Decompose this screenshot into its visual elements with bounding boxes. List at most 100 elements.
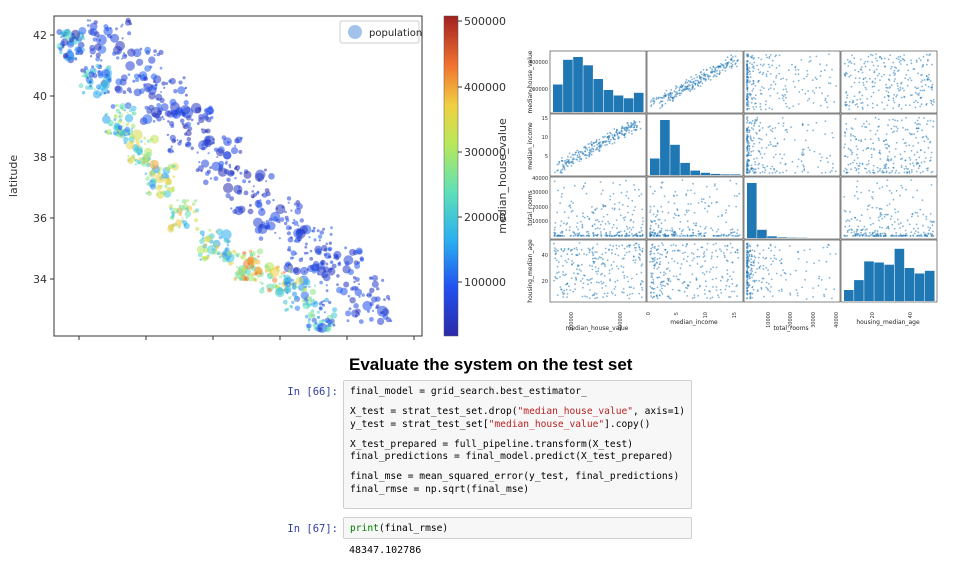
map-point <box>77 41 85 49</box>
map-point <box>150 84 154 88</box>
matrix-point <box>596 219 599 221</box>
map-point <box>293 281 296 284</box>
matrix-point <box>600 144 603 147</box>
map-point <box>133 135 136 138</box>
matrix-ytick: 30000 <box>532 190 548 196</box>
matrix-point <box>884 165 887 168</box>
matrix-point <box>691 228 694 231</box>
matrix-point <box>864 126 866 128</box>
matrix-point <box>918 165 921 167</box>
matrix-point <box>753 137 755 139</box>
map-point <box>61 29 72 40</box>
matrix-point <box>760 286 763 289</box>
map-point <box>196 122 200 125</box>
matrix-point <box>904 104 907 106</box>
matrix-point <box>724 211 727 214</box>
matrix-point <box>606 295 608 298</box>
matrix-point <box>638 246 641 249</box>
map-point <box>354 314 358 318</box>
map-point <box>325 289 329 293</box>
matrix-point <box>621 203 624 206</box>
matrix-point <box>628 226 631 229</box>
matrix-point <box>753 255 756 258</box>
map-point <box>82 37 86 41</box>
matrix-point <box>689 90 691 93</box>
histogram-bar <box>854 280 864 301</box>
matrix-point <box>556 272 558 275</box>
matrix-point <box>612 192 615 195</box>
matrix-point <box>894 72 897 75</box>
matrix-point <box>731 228 734 231</box>
matrix-point <box>886 179 889 182</box>
matrix-point <box>553 234 556 237</box>
matrix-point <box>671 229 674 231</box>
matrix-point <box>698 285 701 288</box>
matrix-point <box>576 159 579 161</box>
matrix-point <box>808 60 811 63</box>
map-point <box>120 74 128 82</box>
matrix-point <box>824 171 827 174</box>
matrix-point <box>725 284 728 287</box>
matrix-point <box>853 63 856 65</box>
map-point <box>325 262 329 266</box>
matrix-point <box>895 95 898 98</box>
map-point <box>336 274 340 278</box>
matrix-point <box>699 85 702 87</box>
matrix-point <box>758 266 761 269</box>
matrix-point <box>638 252 641 255</box>
matrix-point <box>731 282 734 285</box>
matrix-point <box>770 143 772 146</box>
matrix-point <box>632 287 635 290</box>
matrix-point <box>879 233 882 236</box>
matrix-point <box>668 98 671 101</box>
matrix-point <box>562 250 565 253</box>
matrix-point <box>661 105 663 108</box>
matrix-point <box>869 138 872 141</box>
matrix-point <box>638 188 640 191</box>
matrix-point <box>613 128 616 130</box>
map-point <box>234 138 240 144</box>
matrix-point <box>933 101 935 103</box>
matrix-point <box>677 214 680 217</box>
matrix-point <box>696 76 699 79</box>
matrix-point <box>746 117 748 119</box>
matrix-point <box>846 72 848 75</box>
matrix-point <box>855 138 858 141</box>
matrix-point <box>705 185 708 188</box>
matrix-point <box>778 72 781 75</box>
matrix-point <box>664 219 667 222</box>
code-cell-67[interactable]: print(final_rmse) <box>343 517 692 539</box>
matrix-point <box>632 221 635 223</box>
matrix-point <box>813 262 815 265</box>
matrix-point <box>866 163 868 166</box>
matrix-point <box>591 206 593 208</box>
map-point <box>225 247 228 251</box>
code-cell-66[interactable]: final_model = grid_search.best_estimator… <box>343 380 692 509</box>
matrix-point <box>709 66 712 69</box>
matrix-point <box>868 77 871 80</box>
matrix-ytick: 400000 <box>529 60 548 66</box>
matrix-point <box>906 63 908 66</box>
matrix-point <box>596 143 599 146</box>
matrix-point <box>631 133 633 135</box>
matrix-point <box>748 147 751 150</box>
matrix-point <box>673 231 676 234</box>
matrix-point <box>632 226 634 229</box>
matrix-point <box>717 234 720 237</box>
map-point <box>234 177 237 180</box>
matrix-point <box>770 278 773 281</box>
map-point <box>284 308 288 312</box>
matrix-point <box>574 233 577 236</box>
matrix-point <box>783 138 786 141</box>
matrix-point <box>616 279 619 282</box>
matrix-point <box>784 163 787 166</box>
matrix-point <box>898 103 901 106</box>
matrix-point <box>593 142 595 145</box>
matrix-point <box>746 88 749 91</box>
matrix-point <box>923 79 926 81</box>
matrix-point <box>923 235 926 237</box>
matrix-point <box>883 96 886 98</box>
matrix-point <box>659 289 661 292</box>
matrix-point <box>865 88 868 91</box>
matrix-point <box>769 125 771 128</box>
